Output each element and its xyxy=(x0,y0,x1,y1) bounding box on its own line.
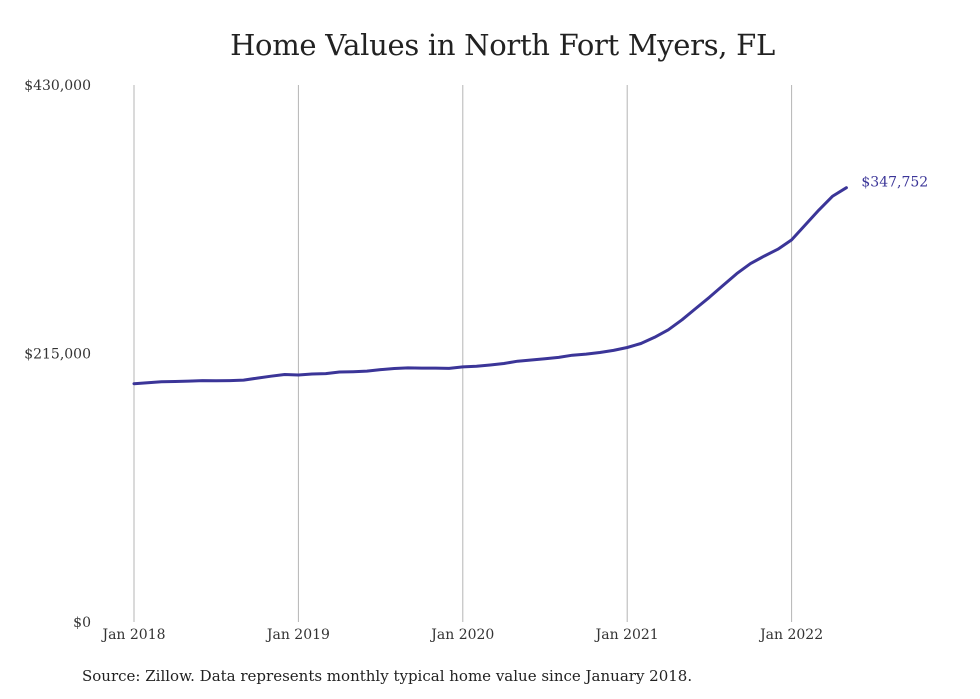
series-line-0 xyxy=(132,186,848,386)
end-value-labels: $347,752 xyxy=(861,175,928,191)
x-tick-label-2: Jan 2020 xyxy=(429,627,494,643)
end-value-label-0: $347,752 xyxy=(861,175,928,191)
source-note: Source: Zillow. Data represents monthly … xyxy=(82,667,693,685)
vertical-gridlines xyxy=(133,85,793,622)
series-lines xyxy=(132,186,848,386)
y-tick-label-0: $0 xyxy=(73,615,91,631)
x-tick-label-1: Jan 2019 xyxy=(265,627,330,643)
y-tick-label-2: $430,000 xyxy=(24,78,91,94)
x-axis-tick-labels: Jan 2018 Jan 2019 Jan 2020 Jan 2021 Jan 2022 xyxy=(100,627,823,643)
x-tick-label-4: Jan 2022 xyxy=(758,627,823,643)
y-tick-label-1: $215,000 xyxy=(24,347,91,363)
x-tick-label-0: Jan 2018 xyxy=(100,627,165,643)
x-tick-label-3: Jan 2021 xyxy=(594,627,659,643)
y-axis-tick-labels: $0 $215,000 $430,000 xyxy=(24,78,91,631)
chart-title: Home Values in North Fort Myers, FL xyxy=(230,28,775,62)
